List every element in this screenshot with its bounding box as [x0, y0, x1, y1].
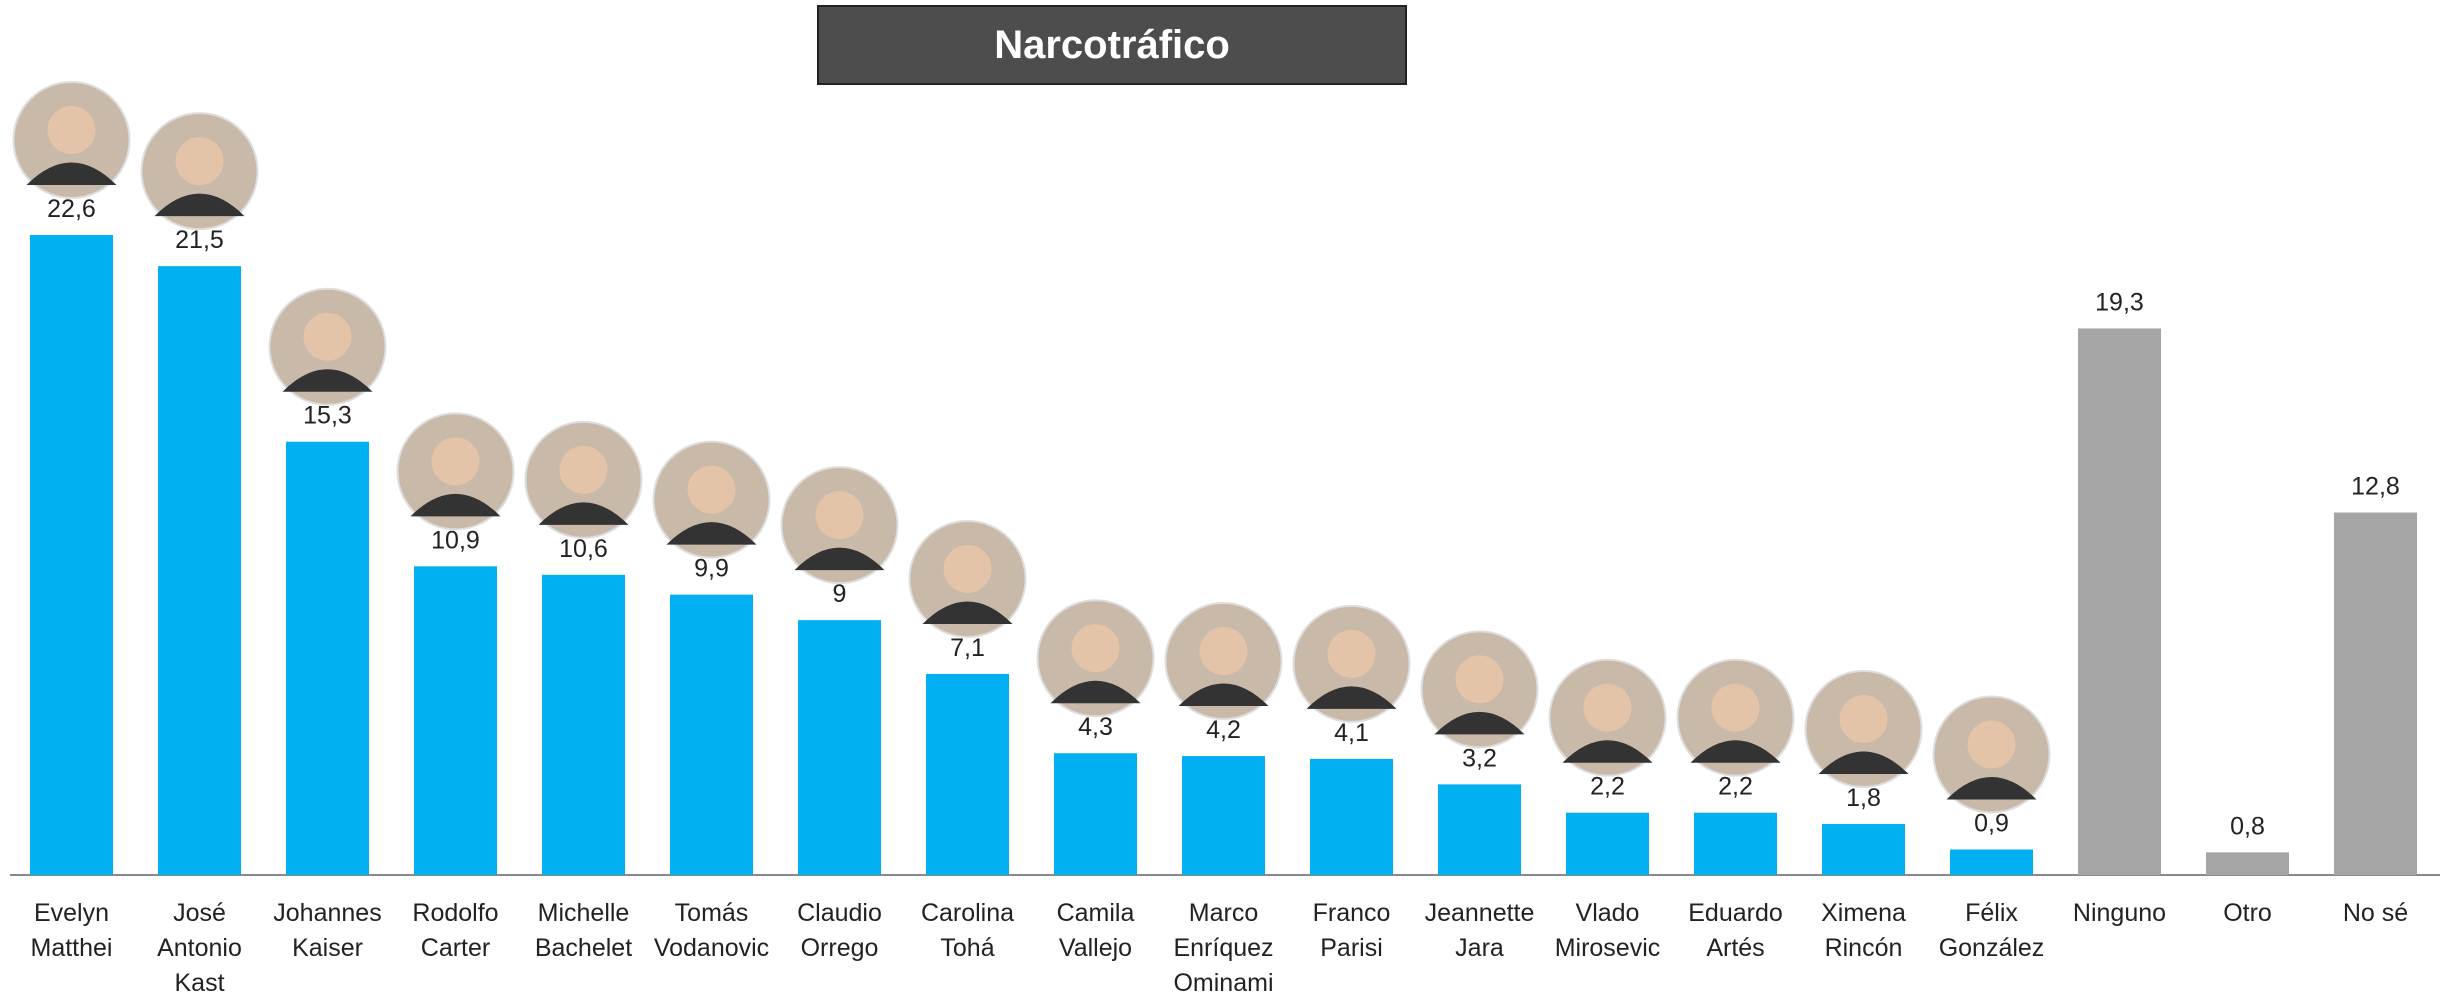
photo-face: [431, 437, 480, 486]
photo-face: [1711, 683, 1760, 732]
photo-face: [1455, 655, 1504, 704]
x-tick-label: Tomás Vodanovic: [653, 899, 770, 962]
value-label: 2,2: [1718, 773, 1753, 801]
photo-shoulders: [1818, 751, 1909, 775]
bar: [158, 266, 241, 875]
bar: [670, 594, 753, 875]
bar: [1310, 758, 1393, 875]
bar: [2334, 512, 2417, 875]
photo-shoulders: [1690, 740, 1781, 763]
x-tick-label: Franco Parisi: [1312, 899, 1391, 962]
value-label: 4,3: [1078, 713, 1113, 741]
value-label: 0,9: [1974, 810, 2009, 838]
x-tick-label: Claudio Orrego: [797, 899, 882, 962]
photo-shoulders: [154, 193, 245, 217]
bar: [926, 673, 1009, 875]
photo-face: [1967, 720, 2016, 769]
x-tick-label: Otro: [2223, 899, 2272, 927]
photo-shoulders: [1050, 680, 1141, 704]
value-label: 19,3: [2095, 288, 2144, 316]
bar: [30, 235, 113, 875]
x-tick-label: Jeannette Jara: [1424, 899, 1535, 962]
value-label: 15,3: [303, 402, 352, 430]
photo-face: [1583, 683, 1632, 732]
bar: [1566, 812, 1649, 875]
photo-shoulders: [26, 162, 117, 185]
photo-shoulders: [666, 522, 757, 545]
photo-face: [1199, 627, 1248, 676]
bar: [1950, 849, 2033, 875]
value-label: 12,8: [2351, 473, 2400, 501]
photo-face: [1327, 629, 1376, 678]
x-tick-label: Camila Vallejo: [1056, 899, 1135, 962]
photo-face: [815, 491, 864, 540]
photo-face: [687, 465, 736, 514]
photo-shoulders: [1946, 777, 2037, 800]
photo-face: [1839, 695, 1888, 744]
photo-shoulders: [1178, 683, 1269, 707]
x-tick-label: No sé: [2342, 899, 2409, 927]
photo-shoulders: [922, 601, 1013, 624]
bar: [1694, 812, 1777, 875]
photo-shoulders: [1562, 740, 1653, 763]
value-label: 3,2: [1462, 744, 1497, 772]
photo-face: [1071, 624, 1120, 673]
photo-shoulders: [1306, 686, 1397, 709]
bar: [1438, 784, 1521, 875]
x-tick-label: Carolina Tohá: [920, 899, 1015, 962]
x-tick-label: Ximena Rincón: [1821, 899, 1906, 962]
photo-shoulders: [410, 493, 501, 517]
value-label: 4,1: [1334, 719, 1369, 747]
bar: [1182, 756, 1265, 875]
photo-shoulders: [538, 502, 629, 525]
x-tick-label: Marco Enríquez Ominami: [1173, 899, 1274, 997]
x-tick-label: Eduardo Artés: [1688, 899, 1783, 962]
bar: [286, 441, 369, 875]
x-tick-label: Johannes Kaiser: [273, 899, 382, 962]
photo-face: [47, 106, 96, 154]
value-label: 2,2: [1590, 773, 1625, 801]
photo-shoulders: [794, 547, 885, 571]
value-label: 4,2: [1206, 716, 1241, 744]
chart-title: Narcotráfico: [817, 5, 1407, 85]
photo-face: [559, 445, 608, 494]
x-tick-label: Félix González: [1938, 899, 2045, 962]
value-label: 9: [833, 580, 847, 608]
bar: [798, 620, 881, 875]
bar: [414, 566, 497, 875]
value-label: 9,9: [694, 555, 729, 583]
x-tick-label: Evelyn Matthei: [30, 899, 113, 962]
value-label: 10,9: [431, 526, 480, 554]
bar: [542, 574, 625, 875]
x-tick-label: José Antonio Kast: [157, 899, 242, 997]
photo-face: [175, 137, 224, 186]
photo-shoulders: [1434, 711, 1525, 735]
bar: [2206, 852, 2289, 875]
value-label: 7,1: [950, 634, 985, 662]
photo-face: [943, 544, 992, 593]
bar: [1822, 824, 1905, 875]
value-label: 1,8: [1846, 784, 1881, 812]
x-tick-label: Rodolfo Carter: [412, 899, 499, 962]
x-tick-label: Michelle Bachelet: [534, 899, 633, 962]
value-label: 22,6: [47, 195, 96, 223]
value-label: 10,6: [559, 535, 608, 563]
x-tick-label: Ninguno: [2072, 899, 2167, 927]
bar: [1054, 753, 1137, 875]
value-label: 21,5: [175, 226, 224, 254]
value-label: 0,8: [2230, 812, 2265, 840]
x-tick-label: Vlado Mirosevic: [1554, 899, 1661, 962]
photo-face: [303, 312, 352, 361]
photo-shoulders: [282, 369, 373, 392]
bar: [2078, 328, 2161, 876]
